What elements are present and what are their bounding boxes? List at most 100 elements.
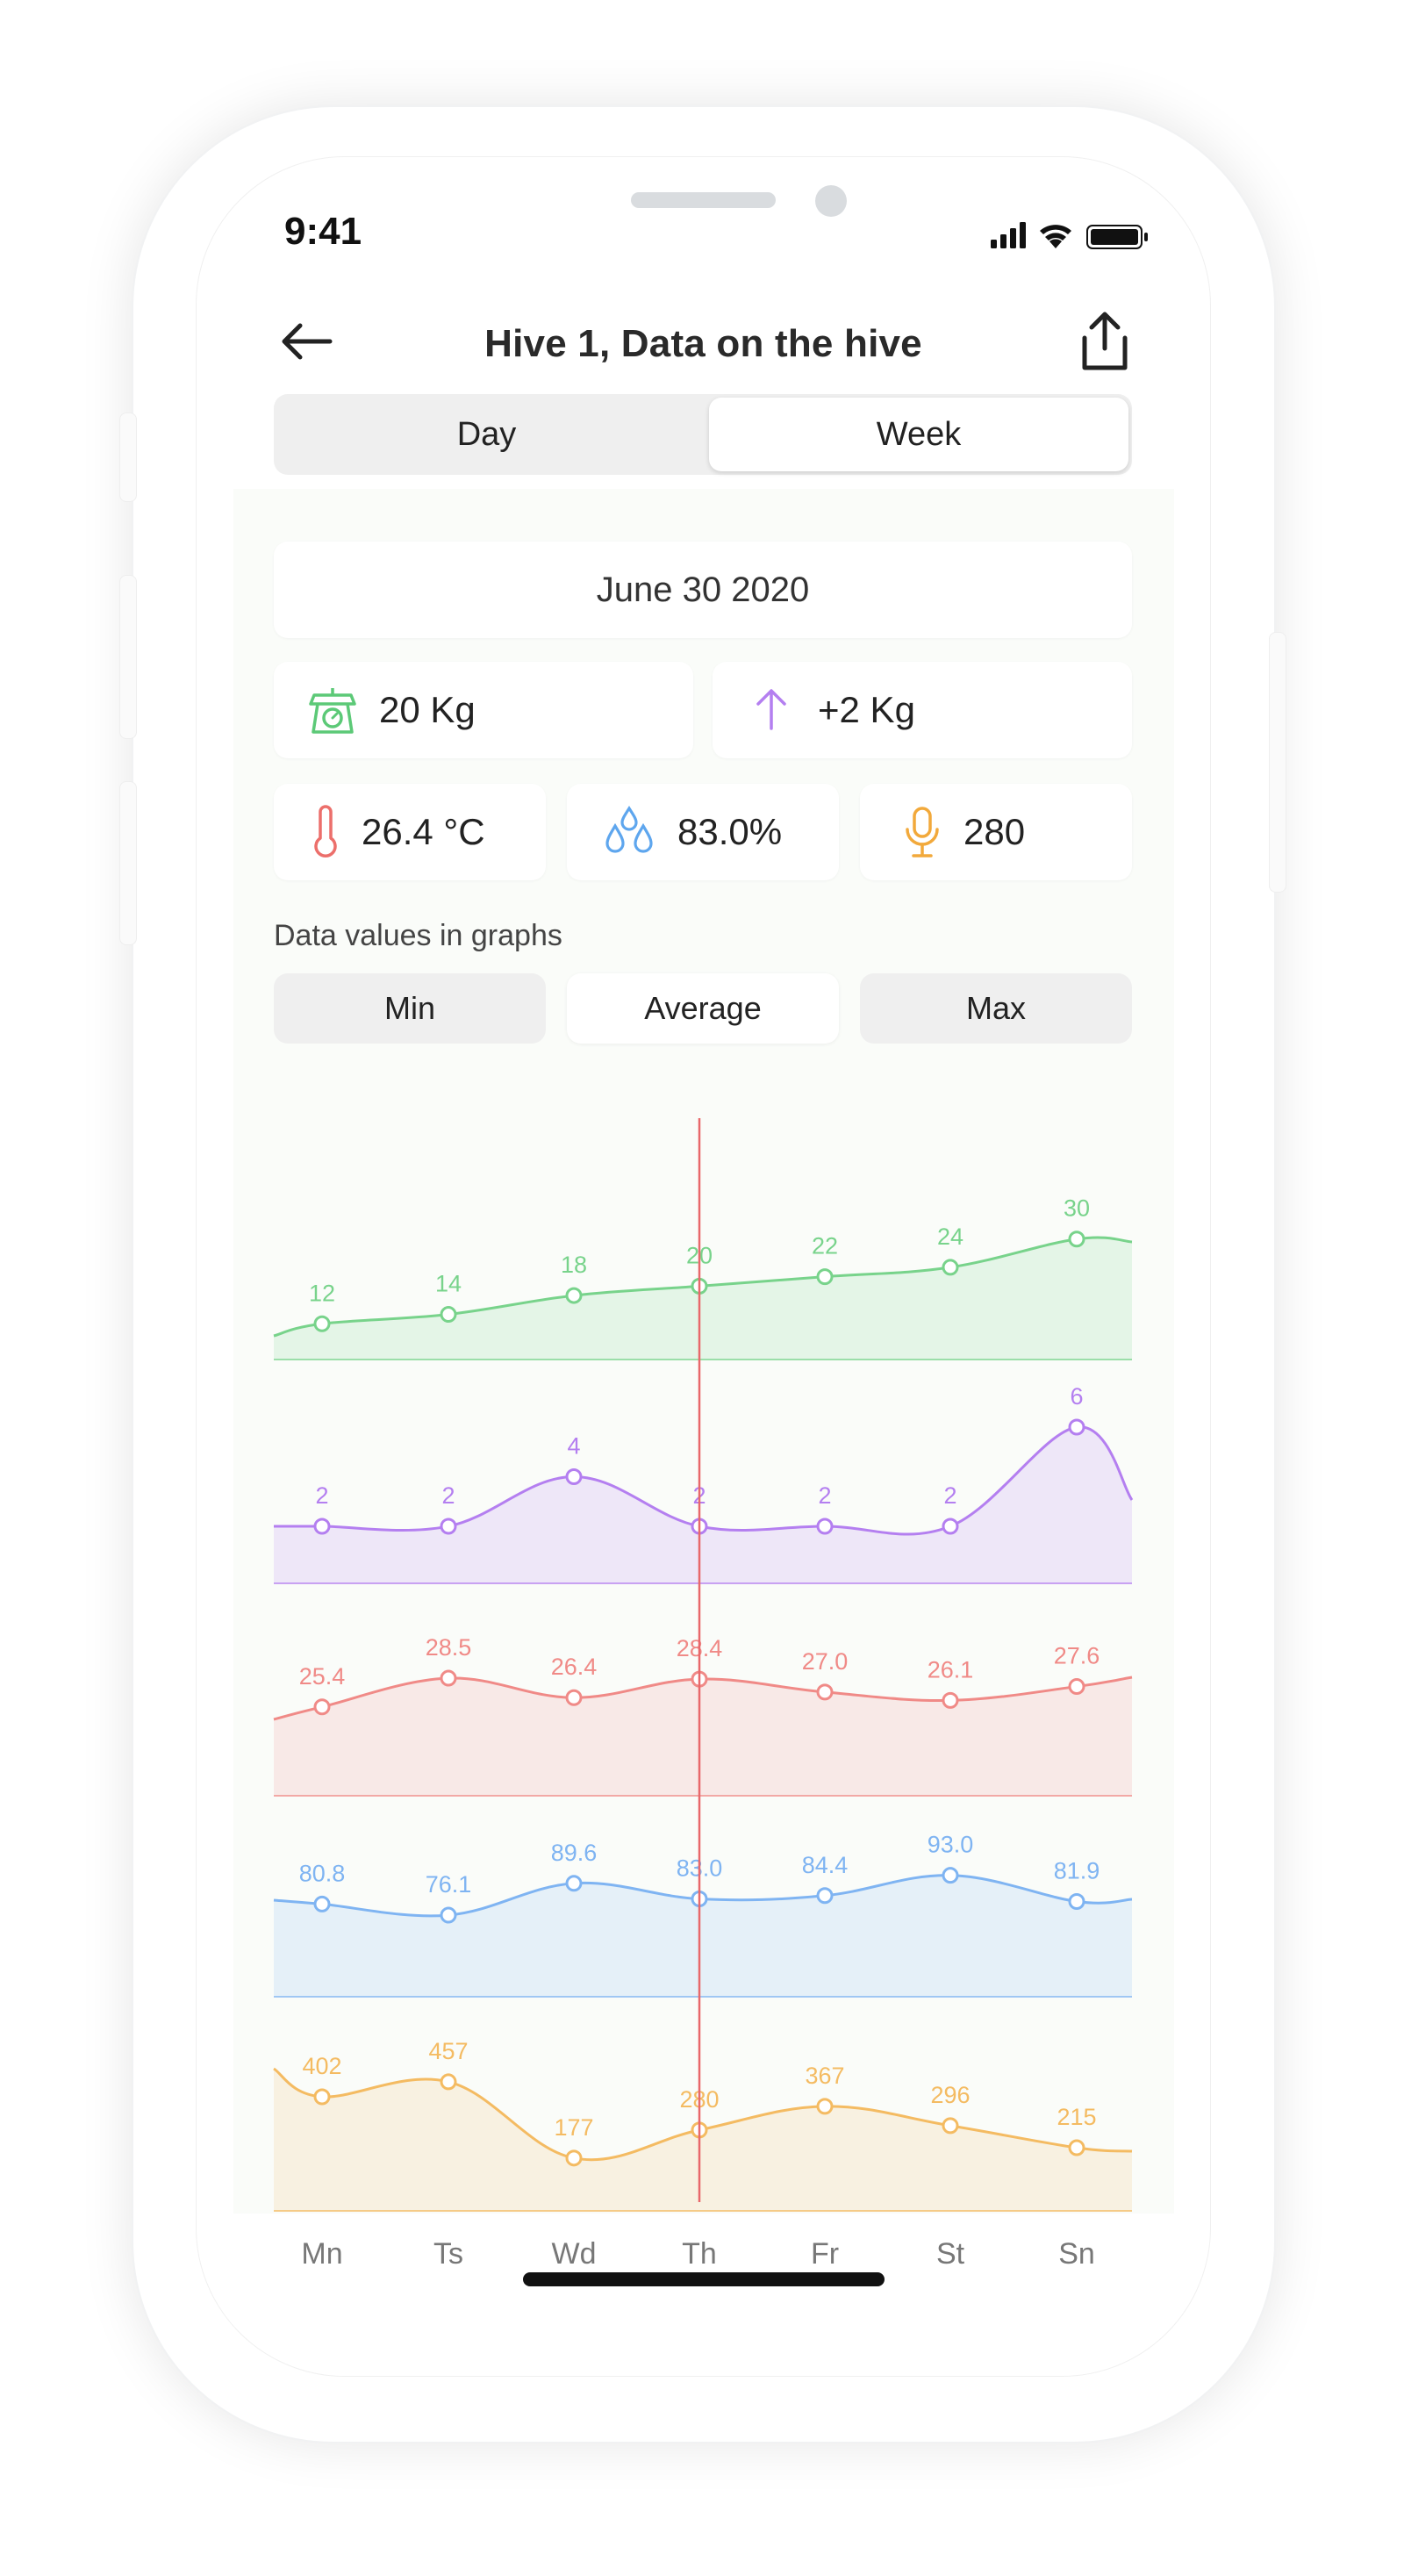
battery-icon (1086, 225, 1148, 249)
data-point (942, 1867, 959, 1884)
data-point (313, 1698, 331, 1716)
series-line (274, 1425, 1134, 1536)
data-label: 24 (937, 1223, 963, 1250)
data-point (1068, 1892, 1085, 1910)
data-label: 76.1 (426, 1871, 472, 1898)
phone-volume-down (119, 781, 137, 945)
data-label: 93.0 (928, 1832, 974, 1858)
data-point (565, 1689, 583, 1706)
mode-min-button[interactable]: Min (274, 973, 546, 1044)
data-label: 14 (435, 1271, 462, 1297)
content-panel (233, 489, 1174, 2214)
data-label: 402 (302, 2053, 341, 2079)
graphs-section-label: Data values in graphs (274, 919, 562, 952)
hive-weekly-chart: 12141820222430224222625.428.526.428.427.… (273, 1118, 1134, 2271)
weight-card: 20 Kg (274, 662, 693, 758)
status-time: 9:41 (284, 210, 362, 253)
data-point (565, 2149, 583, 2167)
data-label: 457 (428, 2038, 468, 2064)
series-area (274, 2069, 1132, 2211)
data-label: 26.4 (551, 1654, 598, 1680)
data-point (313, 1315, 331, 1332)
data-point (565, 1468, 583, 1485)
weight-change-value: +2 Kg (818, 689, 915, 730)
sound-card: 280 (860, 784, 1132, 880)
x-tick-label: St (936, 2237, 965, 2271)
temperature-card: 26.4 °C (274, 784, 546, 880)
weight-value: 20 Kg (379, 689, 476, 730)
data-label: 2 (943, 1482, 956, 1509)
data-point (440, 1906, 457, 1924)
data-point (565, 1875, 583, 1892)
phone-volume-up (119, 575, 137, 739)
data-label: 2 (441, 1482, 455, 1509)
x-tick-label: Th (682, 2237, 717, 2271)
mode-average-button[interactable]: Average (567, 973, 839, 1044)
data-point (565, 1287, 583, 1304)
data-point (1068, 1678, 1085, 1696)
data-label: 18 (561, 1252, 587, 1278)
share-icon[interactable] (1074, 308, 1135, 375)
data-point (942, 2117, 959, 2135)
data-point (816, 1268, 834, 1286)
data-point (816, 2098, 834, 2115)
data-label: 12 (309, 1280, 335, 1306)
home-indicator (523, 2272, 885, 2286)
date-label: June 30 2020 (596, 570, 810, 609)
data-point (942, 1259, 959, 1276)
period-day-tab[interactable]: Day (456, 416, 517, 453)
data-point (942, 1691, 959, 1709)
phone-mute-switch (119, 413, 137, 502)
data-label: 2 (315, 1482, 328, 1509)
data-point (313, 1518, 331, 1535)
cellular-signal-icon (991, 222, 1026, 248)
data-label: 84.4 (802, 1852, 849, 1878)
period-segmented-control: Day Week (274, 394, 1132, 475)
x-tick-label: Mn (301, 2237, 342, 2271)
status-bar: 9:41 (197, 157, 1210, 271)
data-label: 296 (930, 2082, 970, 2108)
humidity-card: 83.0% (567, 784, 839, 880)
humidity-value: 83.0% (677, 811, 783, 852)
x-tick-label: Wd (552, 2237, 597, 2271)
data-label: 81.9 (1054, 1857, 1100, 1884)
temperature-value: 26.4 °C (362, 811, 485, 852)
x-tick-label: Sn (1058, 2237, 1095, 2271)
period-week-tab[interactable]: Week (709, 398, 1128, 471)
data-point (942, 1518, 959, 1535)
weight-change-card: +2 Kg (713, 662, 1132, 758)
data-label: 89.6 (551, 1840, 598, 1866)
phone-power-button (1269, 632, 1286, 893)
wifi-icon (1040, 225, 1071, 248)
data-point (816, 1887, 834, 1905)
nav-bar: Hive 1, Data on the hive (197, 289, 1210, 385)
arrow-up-icon (756, 689, 786, 730)
data-point (816, 1518, 834, 1535)
data-point (313, 1895, 331, 1912)
x-tick-label: Fr (811, 2237, 839, 2271)
series-area (274, 1426, 1132, 1583)
mode-max-button[interactable]: Max (860, 973, 1132, 1044)
data-label: 27.6 (1054, 1643, 1100, 1669)
back-arrow-icon[interactable] (276, 315, 337, 368)
data-label: 30 (1064, 1195, 1090, 1222)
data-label: 22 (812, 1233, 838, 1259)
phone-screen: 9:41 Hive 1, Data (196, 156, 1211, 2377)
data-label: 215 (1057, 2104, 1096, 2130)
data-point (440, 2073, 457, 2091)
data-point (1068, 1231, 1085, 1248)
data-label: 25.4 (299, 1663, 346, 1690)
water-drops-icon (605, 805, 653, 853)
data-label: 27.0 (802, 1648, 849, 1675)
system-status-icons (991, 222, 1148, 249)
series-area (274, 1875, 1132, 1997)
date-card[interactable]: June 30 2020 (274, 542, 1132, 638)
data-label: 4 (567, 1433, 580, 1460)
data-label: 28.5 (426, 1634, 472, 1661)
data-point (440, 1518, 457, 1535)
data-label: 80.8 (299, 1860, 346, 1886)
front-camera (815, 185, 847, 217)
sound-value: 280 (963, 811, 1026, 852)
thermometer-icon (314, 805, 337, 857)
data-point (313, 2088, 331, 2106)
